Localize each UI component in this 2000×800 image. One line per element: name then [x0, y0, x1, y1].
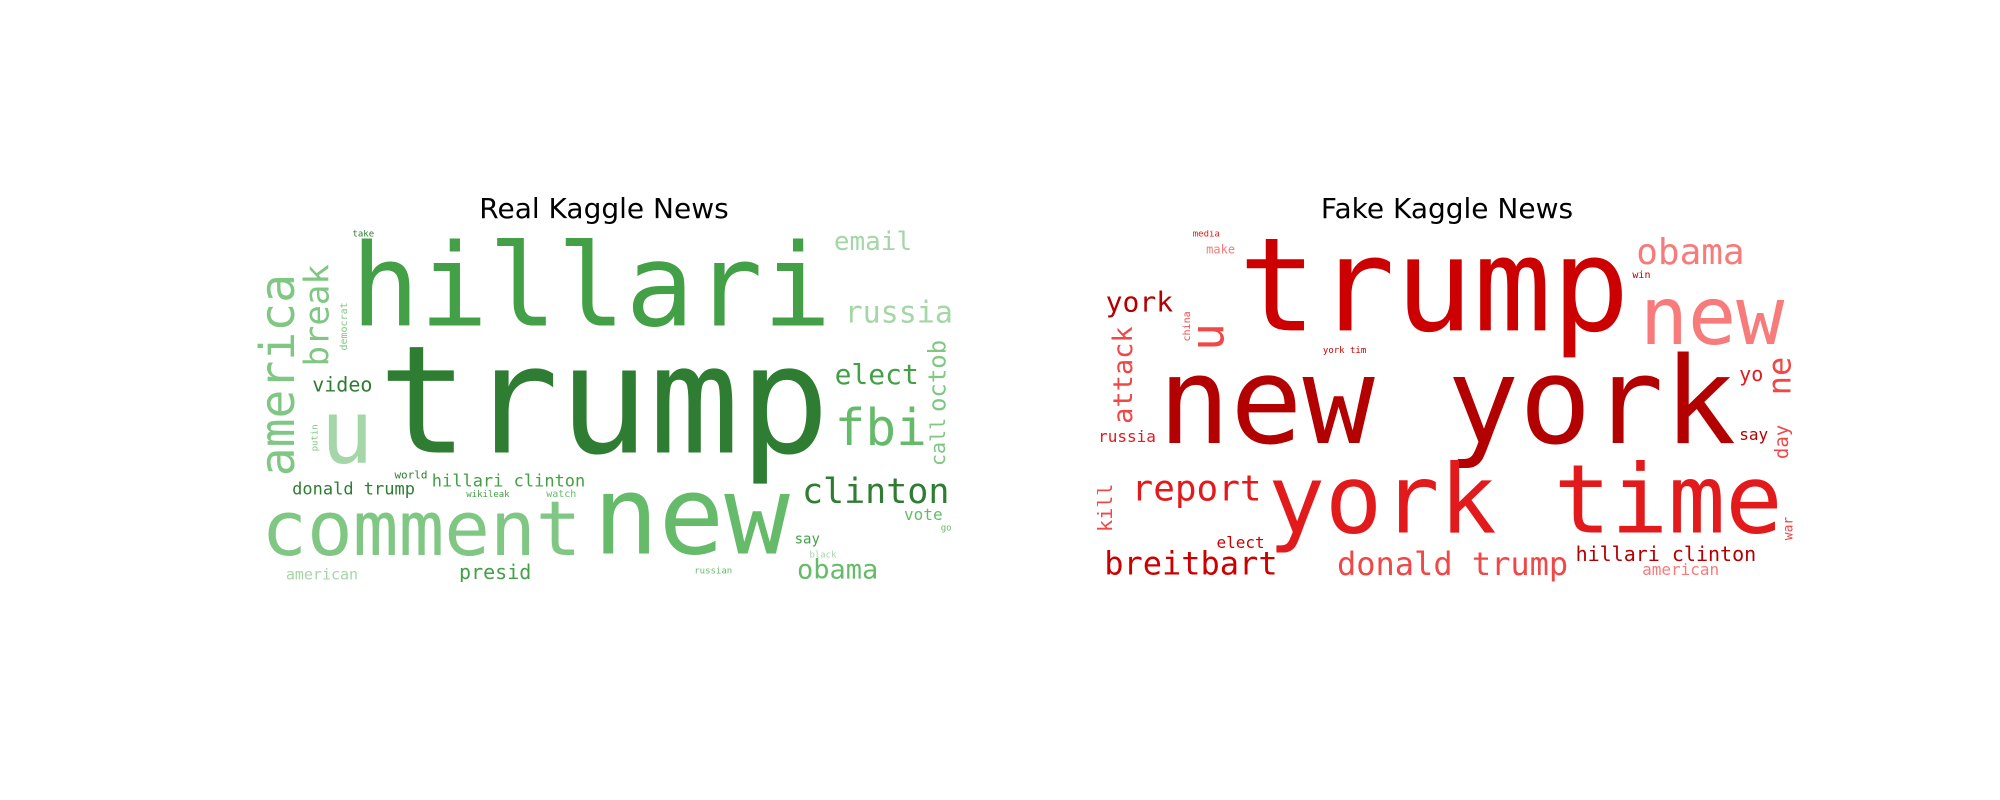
word-york: york	[1106, 285, 1174, 318]
word-clinton: clinton	[802, 472, 950, 512]
fake-news-panel: Fake Kaggle News new york trump york time d…	[1097, 0, 1797, 800]
word-wikileak: wikileak	[466, 490, 510, 500]
word-say: say	[1739, 425, 1768, 444]
word-make: make	[1206, 242, 1235, 256]
word-attack: attack	[1108, 326, 1139, 424]
word-win: win	[1632, 270, 1650, 281]
word-break: break	[297, 264, 337, 366]
word-say: say	[795, 532, 820, 548]
word-obama: obama	[797, 555, 878, 582]
word-russian: russian	[694, 567, 732, 577]
word-democrat: democrat	[339, 302, 350, 350]
word-media: media	[1193, 230, 1220, 240]
real-news-panel: Real Kaggle News trump hillari new comment u…	[254, 0, 954, 800]
word-day: day	[1771, 425, 1793, 459]
word-u: u	[320, 381, 373, 484]
word-ne: ne	[1760, 357, 1797, 396]
word-fbi: fbi	[835, 399, 927, 458]
word-hillari: hillari	[351, 230, 831, 352]
word-elect: elect	[1217, 533, 1265, 552]
word-china: china	[1182, 311, 1193, 341]
word-report: report	[1132, 469, 1262, 510]
word-american: american	[286, 566, 358, 582]
word-new: new	[593, 453, 790, 580]
word-obama: obama	[1636, 232, 1744, 273]
word-vote: vote	[904, 505, 943, 524]
word-email: email	[834, 230, 912, 257]
word-russia: russia	[1098, 427, 1156, 446]
word-donald-trump: donald trump	[1337, 545, 1568, 582]
word-putin: putin	[311, 424, 321, 451]
word-america: america	[254, 274, 306, 476]
word-call: call	[926, 418, 950, 466]
word-black: black	[809, 550, 837, 560]
word-donald-trump: donald trump	[292, 480, 415, 500]
word-octob: octob	[924, 340, 952, 412]
word-u: u	[1181, 323, 1235, 351]
word-go: go	[941, 523, 952, 533]
real-news-title: Real Kaggle News	[479, 192, 729, 225]
word-world: world	[394, 469, 427, 482]
word-hillari-clinton: hillari clinton	[432, 472, 586, 492]
word-york-time: york time	[1268, 446, 1783, 556]
real-news-wordcloud: trump hillari new comment u clinton hillari cl…	[254, 230, 954, 582]
word-take: take	[352, 230, 374, 240]
word-comment: comment	[261, 484, 581, 573]
fake-news-wordcloud: new york trump york time donald trump new hil…	[1097, 230, 1797, 582]
word-american: american	[1642, 560, 1719, 579]
word-breitbart: breitbart	[1104, 545, 1277, 582]
word-war: war	[1781, 517, 1796, 541]
fake-news-title: Fake Kaggle News	[1320, 192, 1574, 225]
word-russia: russia	[845, 296, 953, 331]
word-york-tim: york tim	[1323, 346, 1366, 356]
word-trump: trump	[378, 314, 830, 488]
word-kill: kill	[1097, 484, 1117, 532]
word-new-york: new york	[1158, 333, 1736, 472]
word-trump: trump	[1238, 230, 1629, 361]
word-video: video	[312, 372, 372, 396]
word-yo: yo	[1739, 362, 1763, 386]
word-hillari-clinton: hillari clinton	[1576, 542, 1757, 566]
word-presid: presid	[459, 560, 531, 582]
word-new: new	[1640, 270, 1785, 363]
word-elect: elect	[835, 358, 919, 391]
word-watch: watch	[546, 489, 576, 500]
